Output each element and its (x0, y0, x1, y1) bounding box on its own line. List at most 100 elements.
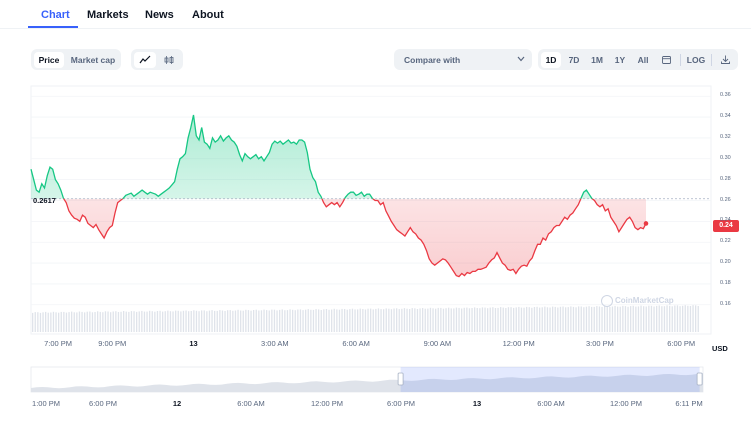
volume-bar (102, 312, 104, 332)
x-tick-label: 7:00 PM (44, 339, 73, 348)
navigator-tick-label: 13 (472, 399, 482, 408)
volume-bar (302, 310, 304, 332)
volume-bar (146, 311, 148, 332)
volume-bar (97, 311, 99, 332)
volume-bar (149, 310, 151, 332)
navigator-left-handle[interactable] (397, 372, 404, 386)
tab-news[interactable]: News (145, 9, 174, 21)
volume-bar (437, 307, 439, 332)
volume-bar (494, 308, 497, 332)
volume-bar (570, 306, 572, 332)
volume-bar (357, 309, 359, 332)
volume-bar (536, 306, 538, 332)
navigator-tick-label: 1:00 PM (32, 399, 60, 408)
price-button[interactable]: Price (34, 52, 64, 68)
volume-bar (253, 310, 255, 332)
volume-bar (328, 309, 330, 332)
volume-bar (177, 310, 179, 332)
volume-bar (541, 307, 543, 332)
line-chart-button[interactable] (134, 52, 156, 68)
volume-bar (362, 309, 364, 332)
volume-bar (591, 306, 593, 332)
volume-bar (458, 307, 460, 332)
volume-bar (268, 310, 270, 332)
volume-bar (518, 306, 520, 332)
volume-bar (310, 309, 312, 332)
volume-bar (565, 307, 567, 332)
volume-bar (55, 312, 57, 332)
volume-bar (637, 306, 640, 332)
watermark: CoinMarketCap (601, 295, 674, 307)
compare-with-select[interactable]: Compare with (394, 49, 532, 70)
volume-bar (487, 308, 489, 332)
price-chart[interactable] (0, 80, 751, 370)
volume-bar (281, 309, 283, 332)
x-tick-label: 9:00 PM (98, 339, 127, 348)
range-7d-button[interactable]: 7D (568, 55, 580, 65)
volume-bar (663, 306, 666, 332)
volume-bar (380, 309, 382, 332)
volume-bar (401, 308, 403, 332)
download-button[interactable] (715, 52, 735, 68)
volume-bar (305, 309, 307, 332)
volume-bar (107, 311, 109, 332)
range-1m-button[interactable]: 1M (591, 55, 603, 65)
range-1y-button[interactable]: 1Y (614, 55, 626, 65)
range-navigator[interactable] (0, 365, 751, 395)
volume-bar (411, 308, 413, 332)
volume-bar (143, 311, 146, 332)
range-all-button[interactable]: All (637, 55, 649, 65)
volume-bar (52, 311, 55, 332)
volume-bar (115, 311, 117, 332)
volume-bar (359, 308, 361, 332)
volume-bar (419, 308, 421, 332)
volume-bar (453, 308, 455, 332)
volume-bar (442, 308, 445, 332)
volume-bar (331, 309, 333, 332)
volume-bar (65, 312, 68, 332)
volume-bar (479, 308, 481, 332)
volume-bar (240, 310, 242, 332)
volume-bar (263, 309, 265, 332)
volume-bar (523, 307, 525, 332)
range-1d-button[interactable]: 1D (541, 52, 561, 68)
volume-bar (312, 309, 315, 332)
tab-chart[interactable]: Chart (41, 9, 70, 21)
volume-bar (656, 305, 658, 332)
volume-bar (575, 307, 577, 332)
volume-bar (539, 307, 541, 332)
volume-bar (596, 306, 598, 332)
volume-bar (695, 305, 697, 332)
volume-bar (227, 310, 229, 332)
volume-bar (606, 306, 608, 332)
volume-bar (697, 306, 699, 332)
calendar-button[interactable] (656, 52, 676, 68)
market-cap-button[interactable]: Market cap (70, 55, 116, 65)
navigator-right-handle[interactable] (696, 372, 703, 386)
volume-bar (45, 311, 47, 332)
volume-bar (578, 306, 580, 332)
log-scale-button[interactable]: LOG (686, 55, 706, 65)
tab-about[interactable]: About (192, 9, 224, 21)
volume-bar (671, 306, 673, 332)
volume-bar (138, 311, 140, 332)
volume-bar (110, 312, 112, 332)
volume-bar (266, 310, 268, 332)
navigator-selection[interactable] (400, 367, 700, 392)
volume-bar (133, 311, 135, 332)
tab-markets[interactable]: Markets (87, 9, 129, 21)
y-tick-label: 0.36 (720, 92, 731, 99)
x-tick-label: 12:00 PM (502, 339, 535, 348)
candlestick-button[interactable] (158, 52, 180, 68)
volume-bar (684, 305, 686, 332)
volume-bar (185, 310, 187, 332)
time-range-toggle: 1D 7D 1M 1Y All LOG (538, 49, 738, 70)
y-tick-label: 0.28 (720, 175, 731, 182)
volume-bar (94, 312, 96, 332)
y-tick-label: 0.20 (720, 259, 731, 266)
volume-bar (84, 312, 86, 332)
calendar-icon (661, 56, 671, 64)
volume-bar (440, 307, 442, 332)
volume-bar (219, 310, 221, 332)
volume-bar (476, 308, 478, 332)
